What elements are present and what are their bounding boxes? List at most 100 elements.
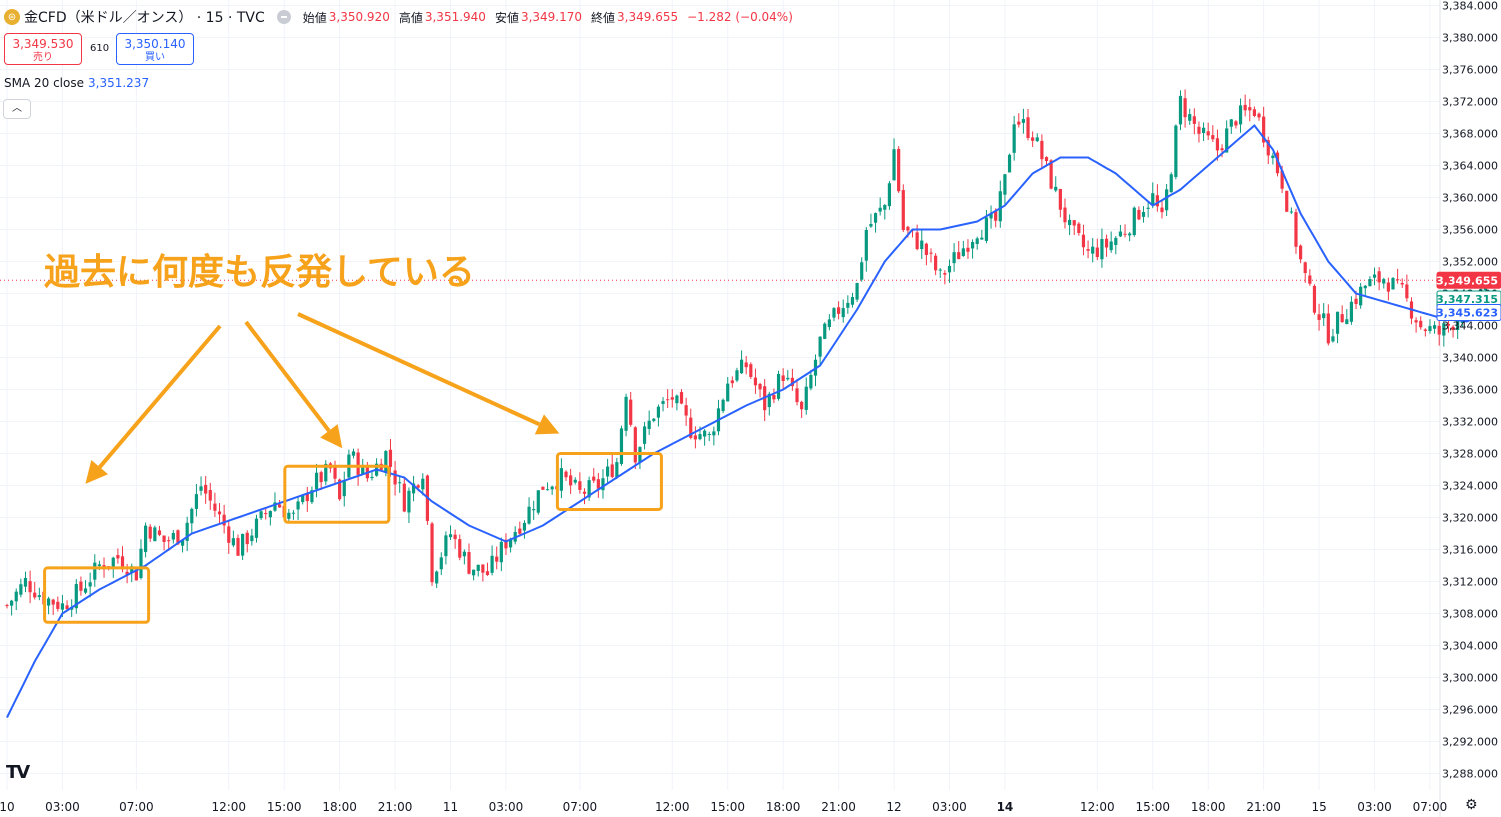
- y-axis[interactable]: 3,288.000 3,292.000 3,296.000 3,300.000 3,30…: [1442, 0, 1498, 781]
- market-status-icon[interactable]: [276, 10, 291, 24]
- sell-label: 売り: [33, 52, 53, 63]
- candle: [157, 525, 162, 537]
- y-tick-label: 3,332.000: [1442, 416, 1498, 429]
- x-tick-label: 03:00: [489, 800, 524, 814]
- candle: [407, 487, 411, 524]
- candle: [961, 240, 965, 257]
- candle: [957, 241, 961, 260]
- candle: [943, 270, 947, 285]
- candle: [33, 581, 37, 600]
- candle: [190, 507, 194, 534]
- y-tick-label: 3,352.000: [1442, 256, 1498, 269]
- x-tick-label: 15:00: [1135, 800, 1170, 814]
- candle: [439, 552, 443, 576]
- candle: [684, 397, 688, 426]
- candle: [642, 421, 647, 450]
- annotation-arrow: [297, 312, 560, 435]
- spread-value: 610: [90, 43, 110, 54]
- candle: [116, 548, 120, 564]
- sma-legend[interactable]: SMA 20 close 3,351.237: [4, 76, 149, 90]
- candle: [1275, 150, 1280, 177]
- candle: [241, 533, 245, 560]
- candle: [171, 529, 175, 544]
- candle: [411, 475, 416, 502]
- candle: [790, 368, 794, 391]
- x-tick-label: 12:00: [1080, 800, 1115, 814]
- x-tick-label: 14: [997, 800, 1014, 814]
- sma-value: 3,351.237: [88, 76, 150, 90]
- high-value: 3,351.940: [424, 10, 486, 24]
- x-tick-label: 10: [0, 800, 15, 814]
- candle: [1188, 108, 1192, 125]
- candle: [217, 503, 222, 524]
- candle: [291, 510, 296, 520]
- candle: [222, 504, 226, 534]
- x-axis[interactable]: 10 03:00 07:00 12:00 15:00 18:00 21:00 11 03:00 0…: [0, 800, 1447, 814]
- candle: [1405, 274, 1409, 302]
- candle: [23, 571, 28, 593]
- candle: [795, 378, 799, 406]
- candle: [342, 471, 346, 507]
- candle: [739, 350, 744, 374]
- y-tick-label: 3,380.000: [1442, 32, 1498, 45]
- candle: [1257, 112, 1261, 121]
- candle: [1128, 231, 1132, 242]
- candle: [79, 576, 83, 596]
- chevron-up-icon[interactable]: ︿: [3, 99, 31, 119]
- candle: [703, 429, 707, 446]
- candle: [629, 391, 633, 427]
- candle: [901, 184, 905, 233]
- candle: [1192, 108, 1196, 135]
- candle: [1049, 159, 1053, 190]
- candle: [14, 588, 18, 611]
- close-value: 3,349.655: [617, 10, 679, 24]
- candle: [938, 268, 942, 278]
- candle: [998, 180, 1002, 228]
- candle: [254, 514, 259, 543]
- symbol-title[interactable]: 金CFD（米ドル／オンス） · 15 · TVC: [24, 10, 265, 26]
- tradingview-logo[interactable]: TV: [6, 762, 30, 783]
- gold-coin-icon: ⊜: [4, 9, 20, 25]
- x-tick-label: 21:00: [378, 800, 413, 814]
- candle: [1400, 278, 1404, 288]
- candle: [786, 370, 790, 381]
- candle: [351, 448, 356, 459]
- x-tick-label: 03:00: [1357, 800, 1392, 814]
- candle: [448, 525, 453, 541]
- sell-price: 3,349.530: [12, 37, 74, 51]
- x-tick-label: 07:00: [119, 800, 154, 814]
- candle: [860, 257, 864, 282]
- sell-button[interactable]: 3,349.530 売り: [4, 33, 82, 65]
- candle: [333, 460, 337, 485]
- candle: [435, 570, 439, 589]
- buy-button[interactable]: 3,350.140 買い: [116, 33, 194, 65]
- candle: [823, 322, 827, 340]
- candle: [88, 572, 92, 598]
- candle: [647, 410, 651, 435]
- candle: [712, 426, 716, 446]
- x-tick-label: 15:00: [710, 800, 745, 814]
- x-tick-label: 07:00: [1413, 800, 1448, 814]
- candle: [444, 531, 448, 565]
- candle: [1442, 321, 1446, 347]
- candle: [504, 533, 508, 555]
- annotation-arrow: [85, 324, 222, 484]
- y-tick-label: 3,360.000: [1442, 192, 1498, 205]
- price-label: 3,349.655: [1436, 271, 1501, 289]
- candle: [883, 203, 887, 220]
- x-tick-label: 07:00: [563, 800, 598, 814]
- candle: [1104, 234, 1109, 257]
- candle: [1432, 321, 1437, 334]
- candle: [670, 389, 674, 408]
- candle: [624, 393, 628, 437]
- gear-icon[interactable]: ⚙: [1465, 797, 1478, 813]
- candle: [1026, 109, 1030, 141]
- y-tick-label: 3,364.000: [1442, 160, 1498, 173]
- candle: [1372, 267, 1377, 286]
- candle: [1322, 303, 1326, 326]
- candle: [800, 400, 804, 418]
- candle: [749, 362, 753, 380]
- y-tick-label: 3,356.000: [1442, 224, 1498, 237]
- candle: [1151, 182, 1155, 209]
